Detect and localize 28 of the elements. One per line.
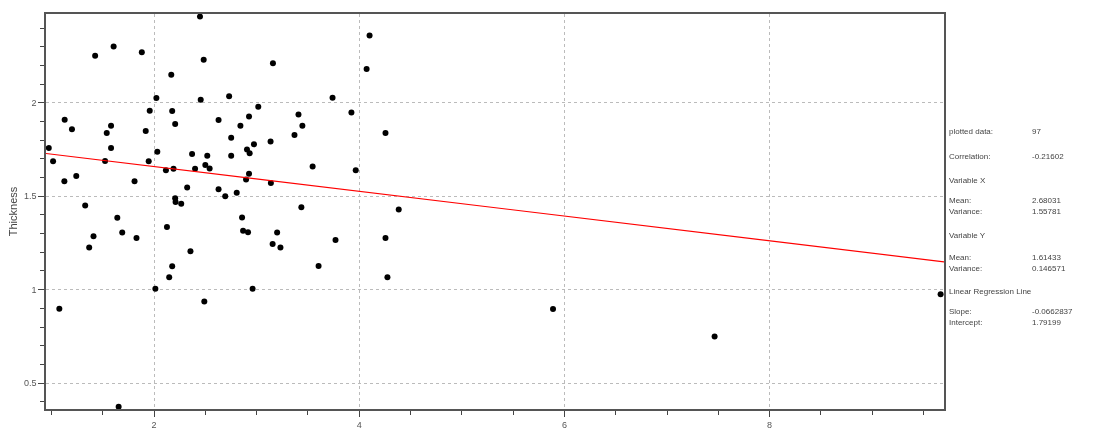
y-tick-label: 1.5 <box>23 191 37 202</box>
text: Intercept: <box>949 318 983 327</box>
y-axis-title: Thickness <box>7 186 20 237</box>
text: Correlation: <box>949 152 991 161</box>
text: Variable Y <box>949 231 986 240</box>
text: Variable X <box>949 176 986 185</box>
text: plotted data: <box>949 127 994 136</box>
y-tick-label: 1 <box>31 284 37 295</box>
text: Linear Regression Line <box>949 287 1032 296</box>
text: Mean: <box>949 196 972 205</box>
text: -0.21602 <box>1032 152 1065 161</box>
text: Variance: <box>949 264 983 273</box>
text: 1.55781 <box>1032 207 1062 216</box>
text: 2.68031 <box>1032 196 1062 205</box>
text: -0.0662837 <box>1032 307 1074 316</box>
text: 97 <box>1032 127 1042 136</box>
x-tick-label: 4 <box>356 419 362 430</box>
text: Variance: <box>949 207 983 216</box>
text: 1.79199 <box>1032 318 1062 327</box>
text: 0.146571 <box>1032 264 1066 273</box>
x-tick-label: 2 <box>151 419 157 430</box>
text: Slope: <box>949 307 972 316</box>
text: 1.61433 <box>1032 253 1062 262</box>
text: Mean: <box>949 253 972 262</box>
x-tick-label: 8 <box>767 419 773 430</box>
x-tick-label: 6 <box>561 419 567 430</box>
y-tick-label: 2 <box>31 98 37 109</box>
y-tick-label: 0.5 <box>23 378 37 389</box>
